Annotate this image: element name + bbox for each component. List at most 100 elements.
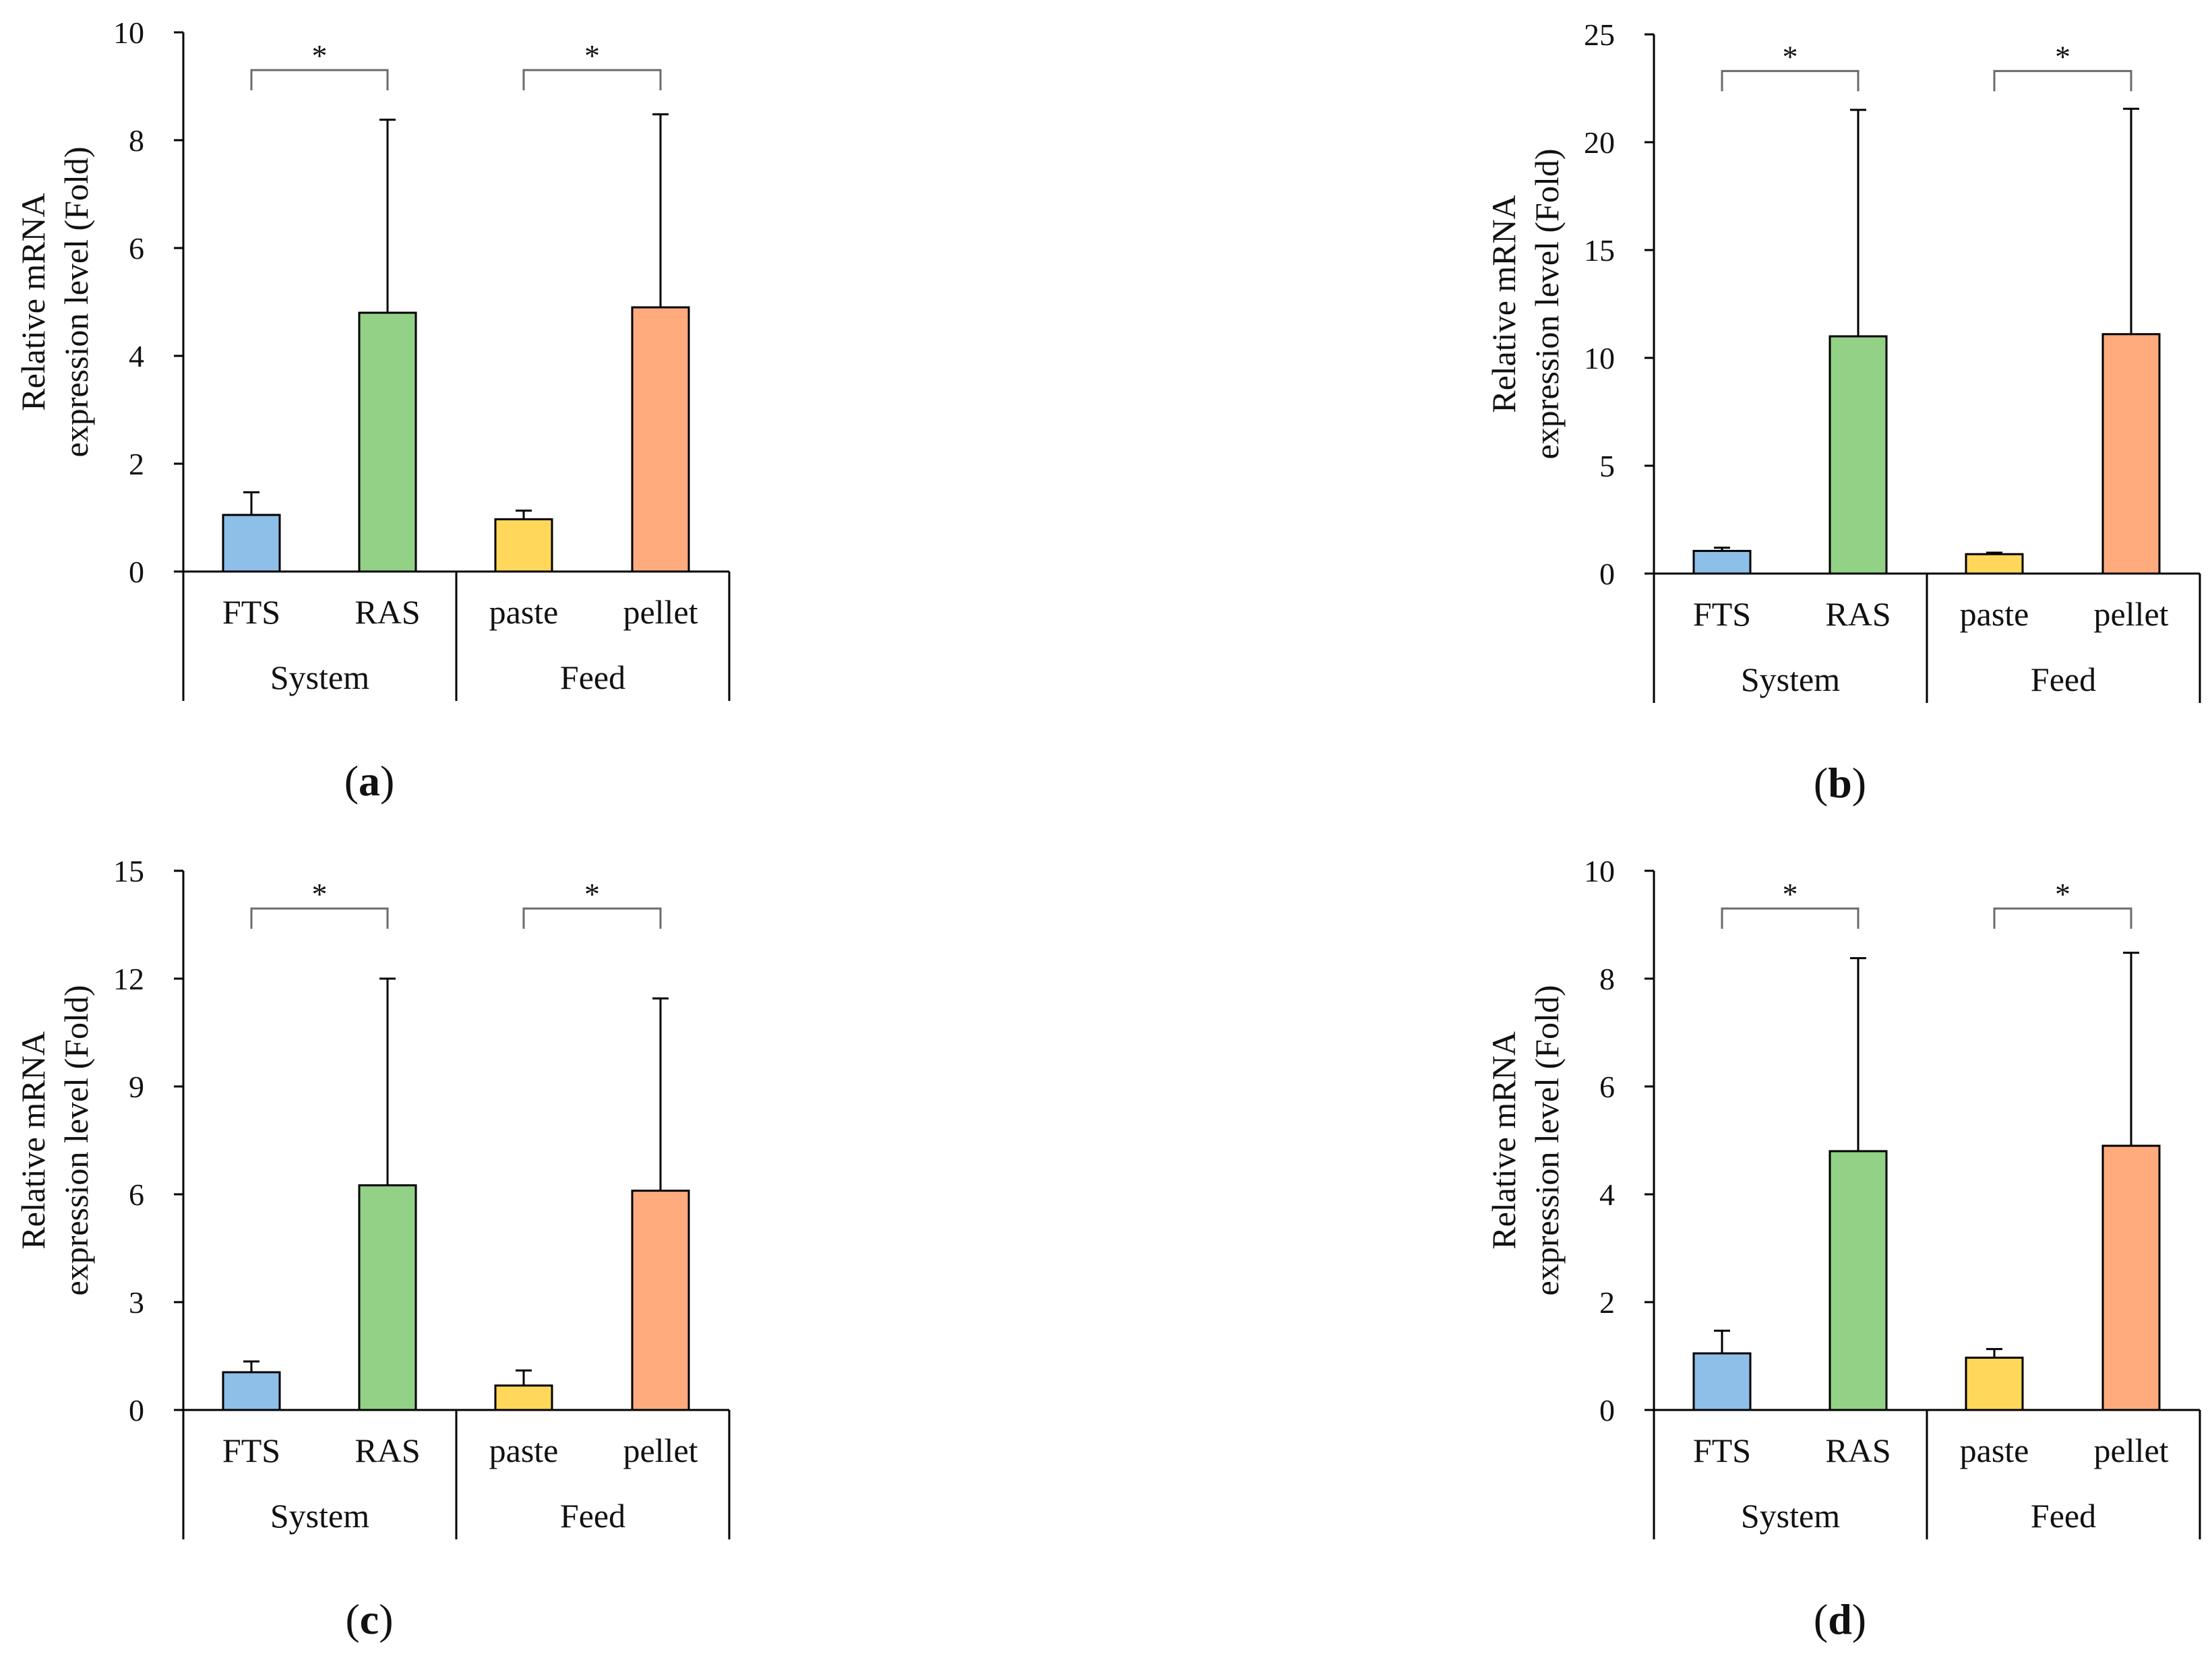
y-tick-label: 15 [1584, 233, 1615, 268]
significance-bracket [1721, 69, 1860, 92]
y-tick-label: 12 [113, 962, 144, 996]
y-axis-title: Relative mRNA expression level (Fold) [1485, 985, 1566, 1295]
panel-label-open: ( [1814, 1595, 1828, 1643]
panel-label-letter: b [1828, 759, 1852, 807]
x-category-label-RAS: RAS [1825, 1432, 1891, 1469]
bar-RAS [358, 1184, 417, 1411]
y-tick-label: 10 [1584, 854, 1615, 888]
y-tick-label: 0 [129, 1393, 144, 1427]
x-category-label-paste: paste [489, 593, 559, 631]
y-tick-label: 0 [129, 555, 144, 589]
y-tick-label: 6 [129, 1177, 144, 1212]
x-category-label-FTS: FTS [1693, 595, 1751, 633]
y-tick-label: 10 [1584, 341, 1615, 375]
panel-label: (d) [1814, 1595, 1866, 1643]
y-tick-label: 0 [1599, 557, 1615, 591]
y-axis-title-line-1: Relative mRNA [14, 1031, 52, 1250]
y-axis-title: Relative mRNA expression level (Fold) [14, 146, 95, 457]
bar-RAS [1829, 1150, 1888, 1411]
panel-label-letter: c [360, 1595, 379, 1643]
x-group-label-System: System [1741, 661, 1840, 698]
significance-bracket [1993, 907, 2132, 929]
panel-label-open: ( [344, 757, 359, 805]
bar-FTS [222, 1371, 281, 1411]
x-category-label-paste: paste [1960, 595, 2029, 633]
y-axis-title-line-2: expression level (Fold) [57, 146, 95, 457]
significance-bracket [522, 69, 662, 90]
panel-label-letter: a [359, 757, 380, 805]
y-axis-title-line-2: expression level (Fold) [1528, 985, 1566, 1295]
y-tick-label: 6 [129, 231, 144, 266]
panel-label-close: ) [1852, 1595, 1866, 1643]
y-axis-title: Relative mRNA expression level (Fold) [1485, 148, 1566, 459]
panel-label: (c) [345, 1595, 393, 1643]
panel-label-close: ) [1852, 759, 1866, 807]
bar-paste [494, 518, 553, 573]
y-tick-label: 5 [1599, 449, 1615, 483]
y-tick-label: 20 [1584, 125, 1615, 160]
bar-FTS [222, 514, 281, 573]
significance-marker: * [1783, 877, 1798, 911]
significance-bracket [250, 907, 389, 929]
x-category-label-FTS: FTS [1693, 1432, 1751, 1469]
significance-marker: * [2055, 39, 2070, 73]
x-category-label-RAS: RAS [1825, 595, 1891, 633]
bar-pellet [2101, 333, 2161, 575]
x-group-label-Feed: Feed [560, 658, 625, 696]
bar-RAS [358, 311, 417, 573]
significance-marker: * [584, 38, 600, 73]
y-tick-label: 6 [1599, 1070, 1615, 1104]
bar-pellet [631, 1190, 690, 1411]
bar-pellet [631, 306, 690, 573]
x-category-label-RAS: RAS [355, 1432, 420, 1469]
y-axis-title-line-2: expression level (Fold) [1528, 148, 1566, 459]
y-axis-title-line-2: expression level (Fold) [57, 985, 95, 1295]
bar-FTS [1692, 1352, 1752, 1411]
bar-FTS [1692, 549, 1752, 575]
y-tick-label: 4 [1599, 1177, 1615, 1212]
y-tick-label: 3 [129, 1285, 144, 1320]
y-tick-label: 8 [1599, 962, 1615, 996]
x-category-label-pellet: pellet [623, 593, 698, 631]
panel-c: 0 3 6 9 12 15 Relative mRNA expression level (F… [14, 854, 731, 1643]
significance-bracket [1721, 907, 1860, 929]
x-category-label-RAS: RAS [355, 593, 420, 631]
panel-label-close: ) [379, 1595, 393, 1643]
panel-label-letter: d [1828, 1595, 1852, 1643]
x-category-label-pellet: pellet [623, 1432, 698, 1469]
significance-bracket [522, 907, 662, 929]
bar-paste [1965, 553, 2024, 575]
x-category-label-paste: paste [489, 1432, 559, 1469]
x-category-label-pellet: pellet [2093, 1432, 2168, 1469]
significance-marker: * [2055, 877, 2070, 911]
panel-label-close: ) [380, 757, 394, 805]
significance-bracket [1993, 69, 2132, 92]
x-category-label-FTS: FTS [222, 593, 280, 631]
x-group-label-Feed: Feed [2031, 1497, 2096, 1535]
x-category-label-pellet: pellet [2093, 595, 2168, 633]
x-group-label-Feed: Feed [2031, 661, 2096, 698]
significance-bracket [250, 69, 389, 90]
y-tick-label: 25 [1584, 18, 1615, 52]
panel-b: 0 5 10 15 20 25 Relative mRNA expression level … [1485, 18, 2201, 807]
y-tick-label: 8 [129, 123, 144, 158]
x-group-label-System: System [270, 1497, 369, 1535]
y-tick-label: 2 [1599, 1285, 1615, 1320]
panel-label: (b) [1814, 759, 1866, 807]
x-group-label-Feed: Feed [560, 1497, 625, 1535]
y-tick-label: 9 [129, 1070, 144, 1104]
y-axis-title-line-1: Relative mRNA [1485, 1031, 1523, 1250]
y-tick-label: 0 [1599, 1393, 1615, 1427]
panel-a: 0 2 4 6 8 10 Relative mRNA expression level (Fo… [14, 16, 731, 805]
x-group-label-System: System [270, 658, 369, 696]
panel-label-open: ( [345, 1595, 359, 1643]
bar-RAS [1829, 335, 1888, 575]
y-axis-title-line-1: Relative mRNA [1485, 195, 1523, 413]
y-tick-label: 4 [129, 339, 144, 373]
significance-marker: * [584, 877, 600, 911]
y-axis-title: Relative mRNA expression level (Fold) [14, 985, 95, 1295]
panel-label: (a) [344, 757, 395, 805]
significance-marker: * [312, 877, 328, 911]
y-tick-label: 2 [129, 447, 144, 481]
x-group-label-System: System [1741, 1497, 1840, 1535]
